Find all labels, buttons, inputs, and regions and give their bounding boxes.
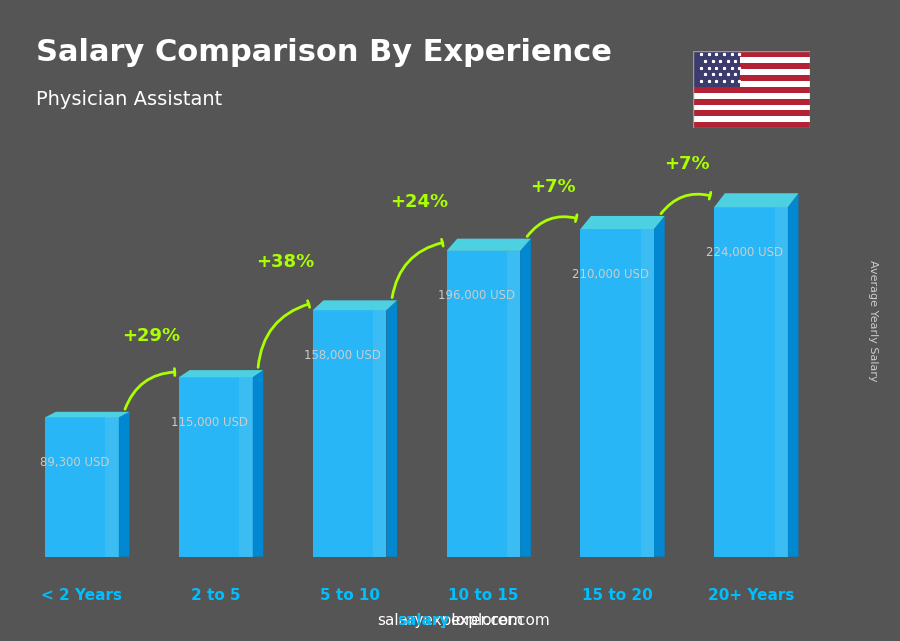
Polygon shape xyxy=(239,378,253,556)
Polygon shape xyxy=(386,301,397,556)
Polygon shape xyxy=(520,238,531,556)
Text: 5 to 10: 5 to 10 xyxy=(320,588,380,603)
Text: 89,300 USD: 89,300 USD xyxy=(40,456,110,469)
Bar xyxy=(693,93,810,99)
Polygon shape xyxy=(788,193,798,556)
Text: +24%: +24% xyxy=(390,193,448,211)
Text: 210,000 USD: 210,000 USD xyxy=(572,267,649,281)
Polygon shape xyxy=(775,207,788,556)
Polygon shape xyxy=(312,301,397,310)
Bar xyxy=(693,104,810,110)
Bar xyxy=(693,81,810,87)
Polygon shape xyxy=(312,310,386,556)
Text: 196,000 USD: 196,000 USD xyxy=(438,289,515,303)
Polygon shape xyxy=(715,193,798,207)
Polygon shape xyxy=(179,370,263,378)
Text: +7%: +7% xyxy=(664,155,709,173)
Text: +38%: +38% xyxy=(256,253,314,271)
Polygon shape xyxy=(374,310,386,556)
Text: Salary Comparison By Experience: Salary Comparison By Experience xyxy=(36,38,612,67)
Text: Average Yearly Salary: Average Yearly Salary xyxy=(868,260,878,381)
Bar xyxy=(693,117,810,122)
Text: salaryexplorer.com: salaryexplorer.com xyxy=(377,613,523,628)
Text: explorer.com: explorer.com xyxy=(450,613,550,628)
Bar xyxy=(693,110,810,117)
Text: 2 to 5: 2 to 5 xyxy=(191,588,240,603)
Polygon shape xyxy=(105,417,119,556)
Polygon shape xyxy=(45,412,130,417)
Text: salary: salary xyxy=(398,613,450,628)
Text: +7%: +7% xyxy=(530,178,576,196)
Bar xyxy=(693,57,810,63)
Polygon shape xyxy=(119,412,130,556)
Text: 10 to 15: 10 to 15 xyxy=(448,588,518,603)
Bar xyxy=(693,99,810,104)
Polygon shape xyxy=(446,251,520,556)
Text: < 2 Years: < 2 Years xyxy=(41,588,122,603)
Polygon shape xyxy=(446,238,531,251)
Polygon shape xyxy=(507,251,520,556)
Polygon shape xyxy=(641,229,654,556)
Bar xyxy=(693,87,810,93)
Polygon shape xyxy=(45,417,119,556)
Text: 115,000 USD: 115,000 USD xyxy=(170,416,248,429)
Polygon shape xyxy=(253,370,263,556)
Bar xyxy=(693,51,740,87)
Bar xyxy=(693,75,810,81)
Bar xyxy=(693,51,810,57)
Text: 224,000 USD: 224,000 USD xyxy=(706,246,783,259)
Polygon shape xyxy=(715,207,788,556)
Bar xyxy=(693,122,810,128)
Polygon shape xyxy=(580,216,664,229)
Polygon shape xyxy=(179,378,253,556)
Text: 15 to 20: 15 to 20 xyxy=(581,588,652,603)
Text: 158,000 USD: 158,000 USD xyxy=(304,349,382,362)
Text: 20+ Years: 20+ Years xyxy=(707,588,794,603)
Polygon shape xyxy=(580,229,654,556)
Text: Physician Assistant: Physician Assistant xyxy=(36,90,222,109)
Text: +29%: +29% xyxy=(122,327,181,345)
Polygon shape xyxy=(654,216,664,556)
Bar xyxy=(693,63,810,69)
Bar xyxy=(693,69,810,75)
